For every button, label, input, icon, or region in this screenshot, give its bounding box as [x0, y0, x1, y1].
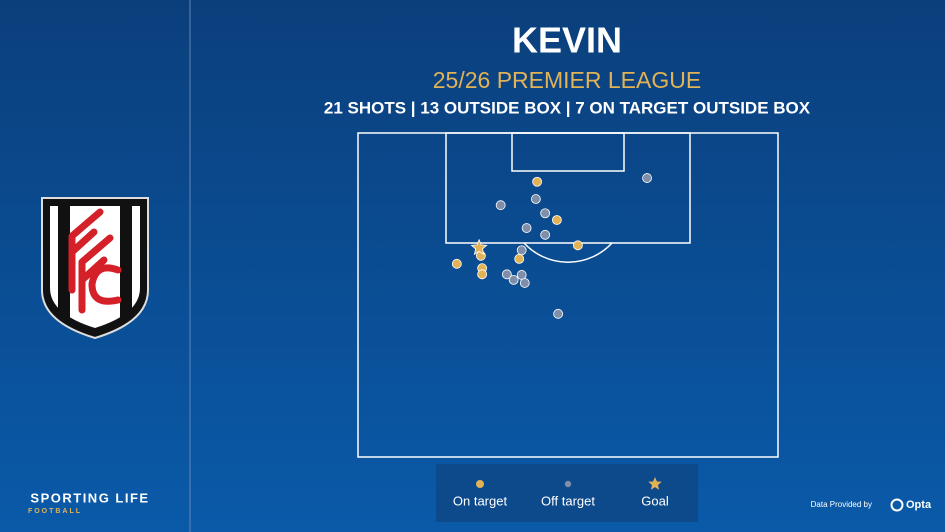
shot: [516, 245, 527, 256]
shot: [519, 278, 530, 288]
brand-section: FOOTBALL: [28, 508, 82, 515]
shot: [521, 223, 532, 233]
provider: Opta: [906, 499, 932, 511]
legend-swatch: [648, 477, 662, 490]
shot: [642, 173, 652, 183]
shot: [495, 200, 506, 211]
shot: [451, 258, 462, 269]
pitch: [357, 132, 779, 458]
credit: Data Provided by: [811, 500, 872, 509]
legend-label: Off target: [541, 493, 595, 508]
chart-title: KEVIN: [512, 20, 622, 61]
shot: [514, 253, 525, 264]
legend-label: Goal: [641, 493, 669, 508]
brand-name: SPORTING LIFE: [30, 490, 149, 505]
legend-swatch: [476, 480, 484, 488]
chart-summary: 21 SHOTS | 13 OUTSIDE BOX | 7 ON TARGET …: [324, 98, 811, 117]
legend-label: On target: [453, 493, 508, 508]
shot: [508, 274, 519, 285]
shot: [553, 308, 564, 319]
shot: [540, 229, 551, 240]
shot: [501, 269, 512, 280]
shot: [477, 269, 488, 280]
chart-subtitle: 25/26 PREMIER LEAGUE: [433, 67, 701, 93]
shot: [532, 176, 543, 187]
shot: [530, 194, 541, 204]
shot: [540, 208, 551, 219]
legend-box: [436, 464, 698, 522]
shot: [551, 215, 562, 225]
legend-swatch: [564, 480, 572, 488]
provider-logo: [890, 498, 904, 512]
shot: [470, 238, 488, 256]
shot: [572, 240, 583, 251]
club-crest: [41, 197, 149, 340]
